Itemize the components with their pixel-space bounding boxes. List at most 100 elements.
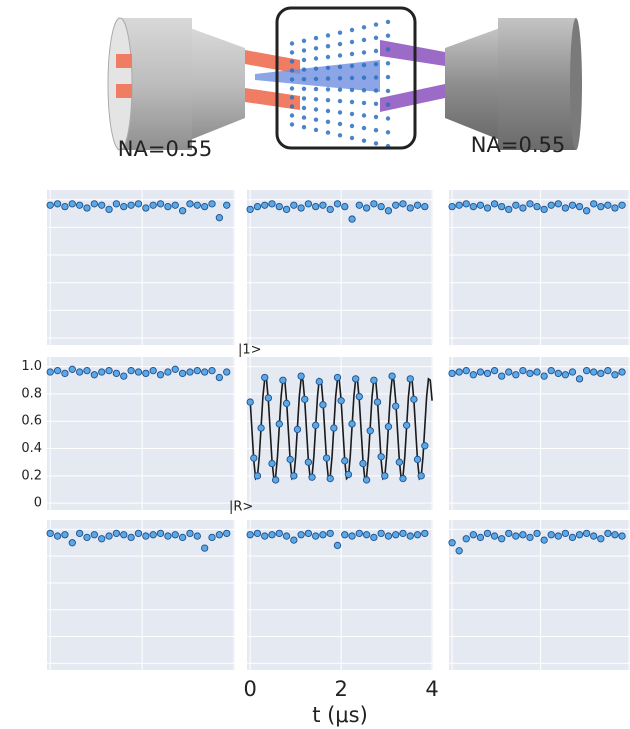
data-point bbox=[275, 202, 283, 211]
data-point bbox=[406, 375, 414, 383]
data-point bbox=[83, 204, 91, 212]
y-tick-label: 1.0 bbox=[21, 359, 42, 374]
data-point bbox=[68, 539, 76, 547]
data-point bbox=[61, 369, 69, 378]
data-point bbox=[344, 470, 353, 479]
data-point bbox=[282, 532, 291, 540]
atom bbox=[337, 76, 343, 81]
data-point bbox=[215, 373, 224, 382]
data-point bbox=[253, 472, 262, 480]
data-point bbox=[377, 202, 385, 211]
data-point bbox=[156, 200, 165, 208]
data-point bbox=[597, 535, 605, 543]
atom bbox=[361, 138, 367, 143]
data-point bbox=[377, 453, 385, 461]
data-point bbox=[399, 529, 407, 538]
data-point bbox=[406, 204, 414, 212]
data-point bbox=[597, 369, 605, 378]
data-point bbox=[498, 372, 506, 380]
atom bbox=[349, 123, 355, 129]
atom bbox=[325, 76, 331, 81]
atom bbox=[385, 88, 391, 94]
data-point bbox=[575, 531, 584, 539]
panel-background bbox=[47, 190, 235, 345]
data-point bbox=[362, 204, 371, 212]
data-point bbox=[297, 204, 305, 212]
beam-stub bbox=[116, 54, 132, 68]
data-point bbox=[512, 371, 520, 379]
data-point bbox=[293, 425, 302, 434]
data-point bbox=[156, 371, 165, 379]
atom bbox=[349, 27, 355, 33]
data-point bbox=[319, 531, 327, 539]
data-point bbox=[268, 531, 276, 539]
objective-cone bbox=[190, 28, 245, 140]
data-point bbox=[149, 201, 157, 209]
data-point bbox=[462, 367, 470, 375]
data-point bbox=[149, 531, 157, 539]
data-point bbox=[75, 368, 84, 376]
data-point bbox=[312, 202, 320, 211]
data-point bbox=[127, 201, 135, 209]
data-point bbox=[297, 372, 305, 380]
data-point bbox=[526, 200, 534, 208]
atom bbox=[301, 115, 307, 120]
atom bbox=[325, 130, 331, 135]
data-point bbox=[399, 474, 407, 483]
state-label: |R> bbox=[229, 500, 253, 515]
data-point bbox=[395, 458, 403, 466]
data-point bbox=[134, 529, 143, 538]
data-point bbox=[272, 476, 280, 484]
data-point bbox=[315, 377, 323, 386]
atom bbox=[349, 51, 355, 57]
atom bbox=[337, 87, 343, 92]
atom bbox=[325, 108, 331, 114]
atom bbox=[349, 111, 355, 117]
data-point bbox=[377, 529, 385, 538]
data-point bbox=[178, 207, 187, 215]
data-point bbox=[392, 402, 400, 410]
data-point bbox=[362, 476, 371, 484]
data-point bbox=[330, 424, 338, 432]
data-point bbox=[568, 533, 577, 542]
data-point bbox=[611, 531, 619, 539]
data-point bbox=[275, 529, 283, 538]
atom bbox=[289, 122, 295, 127]
atom bbox=[289, 104, 295, 109]
data-point bbox=[469, 202, 477, 211]
data-point bbox=[417, 472, 425, 480]
data-point bbox=[208, 367, 216, 375]
data-point bbox=[483, 369, 492, 378]
panel-background bbox=[247, 190, 433, 345]
data-point bbox=[61, 202, 69, 211]
atom bbox=[373, 22, 379, 27]
atom bbox=[349, 75, 355, 81]
data-point bbox=[469, 371, 477, 379]
data-point bbox=[282, 205, 291, 214]
data-point bbox=[355, 529, 363, 538]
data-point bbox=[421, 202, 429, 211]
data-point bbox=[282, 399, 291, 408]
atom bbox=[361, 88, 367, 93]
atom bbox=[361, 113, 367, 118]
data-point bbox=[498, 535, 506, 543]
data-point bbox=[392, 201, 400, 209]
objective-cone bbox=[445, 28, 500, 140]
data-point bbox=[333, 541, 342, 550]
data-point bbox=[498, 202, 506, 211]
data-point bbox=[319, 201, 327, 209]
atom bbox=[361, 100, 367, 106]
data-point bbox=[46, 201, 54, 209]
atom bbox=[337, 98, 343, 104]
x-axis-label: t (μs) bbox=[312, 703, 368, 727]
data-point bbox=[526, 533, 534, 542]
data-point bbox=[554, 200, 562, 208]
data-point bbox=[250, 454, 258, 462]
data-point bbox=[421, 442, 429, 450]
data-point bbox=[246, 398, 254, 406]
data-point bbox=[53, 367, 62, 375]
data-point bbox=[304, 458, 313, 466]
data-point bbox=[547, 367, 555, 375]
atom bbox=[289, 68, 295, 73]
data-point bbox=[490, 532, 499, 540]
